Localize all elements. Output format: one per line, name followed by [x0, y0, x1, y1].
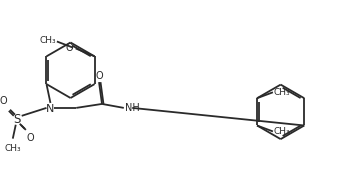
Text: NH: NH — [125, 103, 139, 113]
Text: S: S — [13, 113, 21, 126]
Text: CH₃: CH₃ — [39, 36, 56, 45]
Text: O: O — [27, 133, 34, 143]
Text: CH₃: CH₃ — [5, 144, 21, 153]
Text: O: O — [65, 43, 73, 53]
Text: CH₃: CH₃ — [274, 127, 291, 136]
Text: O: O — [96, 71, 103, 81]
Text: N: N — [46, 104, 55, 114]
Text: CH₃: CH₃ — [274, 88, 291, 97]
Text: O: O — [0, 96, 7, 106]
